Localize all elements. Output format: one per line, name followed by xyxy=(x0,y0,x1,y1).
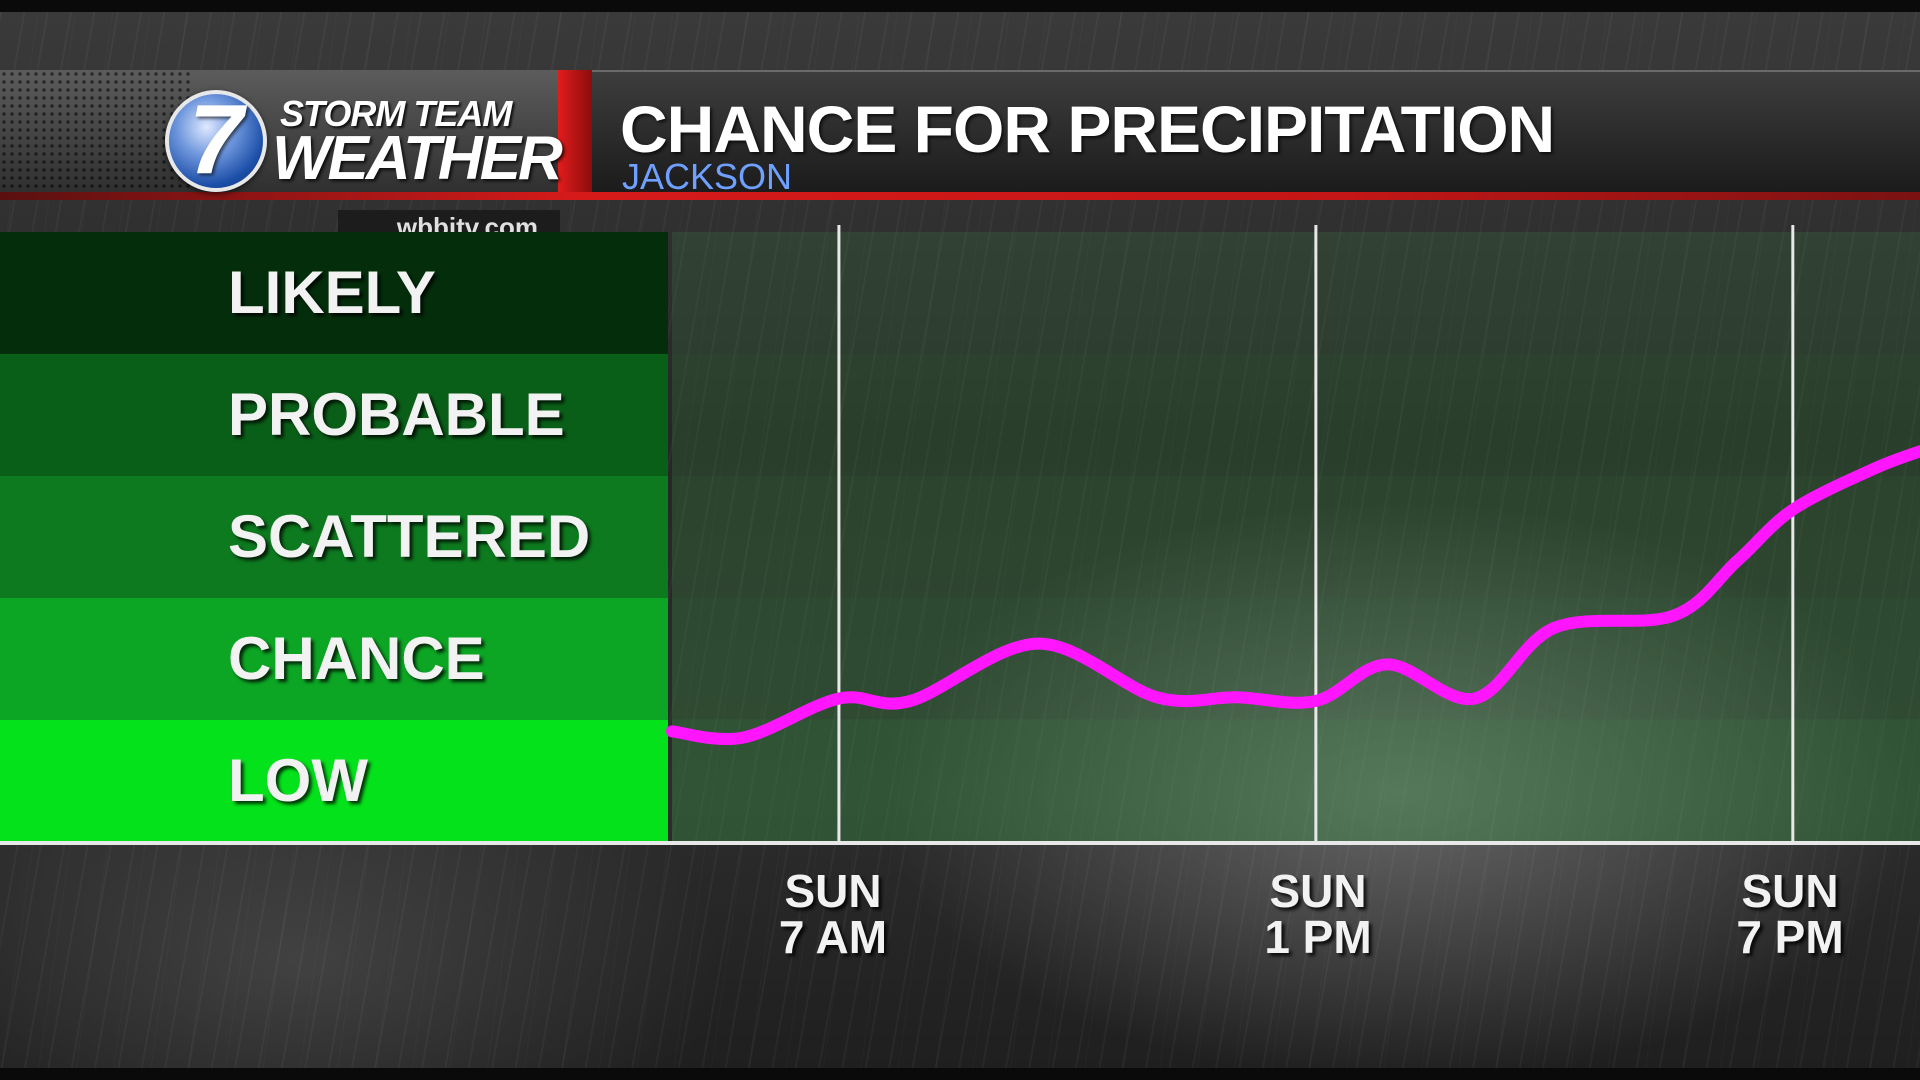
plot-band xyxy=(672,353,1920,476)
x-tick-label-7pm: SUN 7 PM xyxy=(1670,868,1910,960)
logo-storm-team-text: STORM TEAM xyxy=(280,93,512,134)
category-low: LOW xyxy=(0,720,668,842)
x-tick-day: SUN xyxy=(1269,865,1367,917)
category-chance: CHANCE xyxy=(0,598,668,720)
category-scattered: SCATTERED xyxy=(0,476,668,598)
x-tick-day: SUN xyxy=(784,865,882,917)
x-tick-time: 7 PM xyxy=(1736,911,1844,963)
logo-number: 7 xyxy=(188,84,244,194)
plot-band xyxy=(672,475,1920,598)
plot-band xyxy=(672,719,1920,841)
logo-weather-text: WEATHER xyxy=(272,124,563,193)
page-title: CHANCE FOR PRECIPITATION xyxy=(620,92,1555,166)
logo-dot-pattern xyxy=(0,70,190,200)
category-probable: PROBABLE xyxy=(0,354,668,476)
logo-red-accent xyxy=(558,70,592,200)
header-red-rule xyxy=(0,192,1920,200)
category-likely: LIKELY xyxy=(0,232,668,354)
channel-7-logo-icon: 7 xyxy=(165,84,267,194)
precipitation-series-line xyxy=(666,445,1920,746)
category-label-probable: PROBABLE xyxy=(228,381,565,448)
category-label-low: LOW xyxy=(228,747,368,814)
x-tick-time: 1 PM xyxy=(1264,911,1372,963)
category-column: LIKELY PROBABLE SCATTERED CHANCE LOW xyxy=(0,232,668,842)
location-subtitle: JACKSON xyxy=(622,156,793,197)
plot-band xyxy=(672,232,1920,354)
x-tick-label-1pm: SUN 1 PM xyxy=(1198,868,1438,960)
x-tick-time: 7 AM xyxy=(778,911,888,963)
category-label-likely: LIKELY xyxy=(228,259,436,326)
logo-block xyxy=(0,70,560,200)
x-tick-day: SUN xyxy=(1741,865,1839,917)
category-label-chance: CHANCE xyxy=(228,625,485,692)
category-label-scattered: SCATTERED xyxy=(228,503,591,570)
x-tick-label-7am: SUN 7 AM xyxy=(713,868,953,960)
x-axis-baseline xyxy=(0,841,1920,845)
